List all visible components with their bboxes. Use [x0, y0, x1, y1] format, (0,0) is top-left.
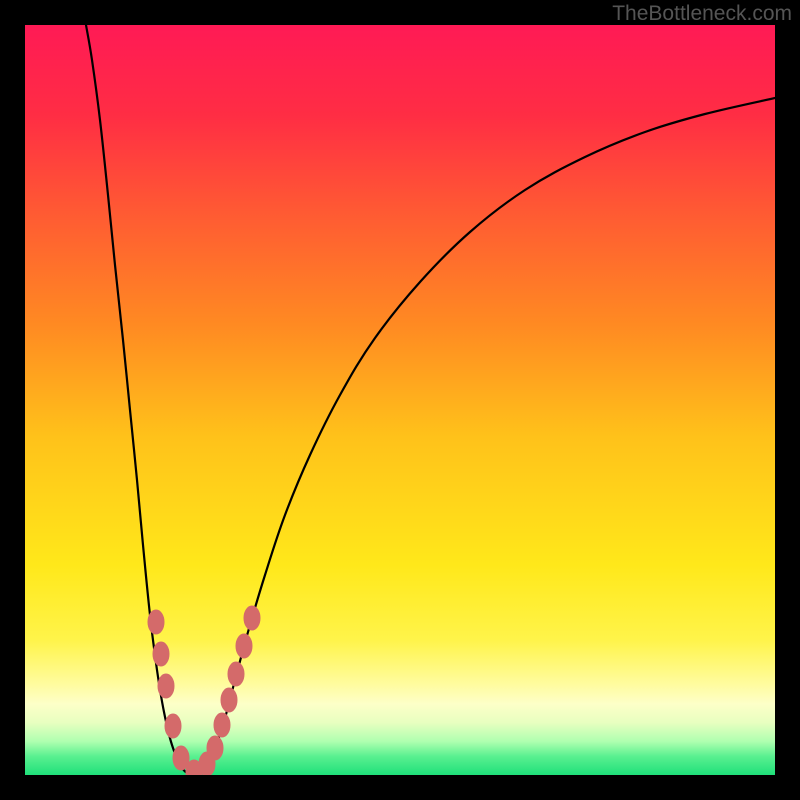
bottleneck-chart: [0, 0, 800, 800]
data-marker: [228, 662, 244, 686]
data-marker: [158, 674, 174, 698]
data-marker: [153, 642, 169, 666]
data-marker: [165, 714, 181, 738]
data-marker: [236, 634, 252, 658]
data-marker: [244, 606, 260, 630]
plot-background: [25, 25, 775, 775]
chart-frame: TheBottleneck.com: [0, 0, 800, 800]
watermark-text: TheBottleneck.com: [612, 2, 792, 26]
data-marker: [214, 713, 230, 737]
data-marker: [207, 736, 223, 760]
data-marker: [148, 610, 164, 634]
data-marker: [221, 688, 237, 712]
